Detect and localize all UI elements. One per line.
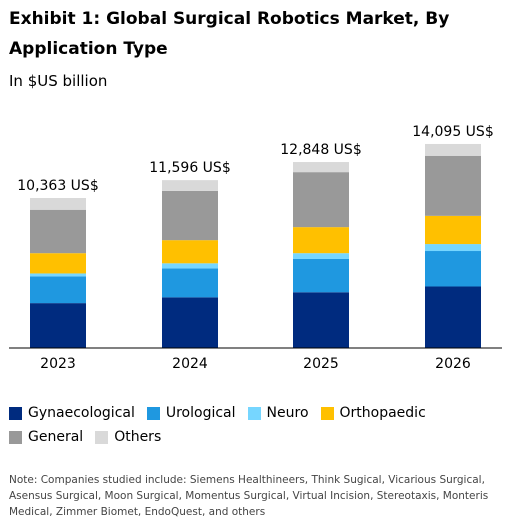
legend-swatch [146, 406, 160, 420]
legend-swatch [9, 430, 22, 444]
x-tick-label-2024: 2024 [172, 356, 208, 372]
bar-segment-urological-2025 [293, 258, 349, 293]
legend-swatch [247, 406, 261, 420]
footnote: Note: Companies studied include: Siemens… [9, 474, 489, 518]
bar-segment-orthopaedic-2025 [293, 227, 349, 254]
legend-item-general: General [9, 428, 83, 446]
legend-item-others: Others [95, 428, 161, 446]
bar-segment-urological-2024 [162, 268, 218, 298]
bar-segment-gynaecological-2024 [162, 297, 218, 348]
bar-segment-neuro-2023 [30, 273, 86, 277]
chart-legend: Gynaecological Urological Neuro Orthopaedic… [9, 404, 509, 446]
stacked-bar-chart: 10,363 US$ 2023 11,596 US$ 2024 12,848 US$ 20… [9, 124, 502, 372]
bar-segment-others-2025 [293, 162, 349, 173]
x-tick-label-2026: 2026 [435, 356, 471, 372]
legend-label: General [28, 429, 84, 445]
legend-swatch [9, 406, 22, 420]
legend-item-orthopaedic: Orthopaedic [320, 404, 426, 422]
x-tick-label-2023: 2023 [40, 356, 76, 372]
bar-segment-neuro-2024 [162, 263, 218, 269]
bar-segment-orthopaedic-2026 [425, 215, 481, 245]
x-tick-label-2025: 2025 [303, 356, 339, 372]
bar-segment-gynaecological-2025 [293, 292, 349, 348]
bar-segment-general-2025 [293, 172, 349, 228]
bar-segment-orthopaedic-2024 [162, 240, 218, 264]
total-label-2023: 10,363 US$ [17, 178, 98, 194]
bar-segment-general-2024 [162, 190, 218, 241]
legend-label: Others [114, 429, 162, 445]
legend-label: Orthopaedic [339, 405, 426, 421]
legend-swatch [95, 430, 109, 444]
chart-subtitle: In $US billion [9, 72, 108, 90]
total-label-2025: 12,848 US$ [280, 142, 361, 158]
bar-segment-general-2026 [425, 155, 481, 216]
bar-segment-general-2023 [30, 209, 86, 254]
bar-segment-orthopaedic-2023 [30, 253, 86, 274]
bar-segment-neuro-2026 [425, 244, 481, 252]
legend-item-neuro: Neuro [247, 404, 309, 422]
bar-segment-others-2023 [30, 198, 86, 210]
total-label-2024: 11,596 US$ [149, 160, 230, 176]
bar-segment-urological-2023 [30, 276, 86, 304]
total-label-2026: 14,095 US$ [412, 124, 493, 140]
bar-segment-others-2024 [162, 180, 218, 191]
bar-segment-urological-2026 [425, 251, 481, 287]
legend-item-gynaecological: Gynaecological [9, 404, 135, 422]
bar-segment-gynaecological-2026 [425, 286, 481, 348]
legend-label: Urological [165, 405, 236, 421]
legend-swatch [320, 406, 334, 420]
legend-label: Gynaecological [28, 405, 135, 421]
legend-label: Neuro [266, 405, 309, 421]
chart-title: Exhibit 1: Global Surgical Robotics Mark… [9, 9, 450, 59]
bar-segment-neuro-2025 [293, 253, 349, 259]
bar-segment-others-2026 [425, 143, 481, 156]
legend-item-urological: Urological [146, 404, 236, 422]
bar-segment-gynaecological-2023 [30, 303, 86, 348]
